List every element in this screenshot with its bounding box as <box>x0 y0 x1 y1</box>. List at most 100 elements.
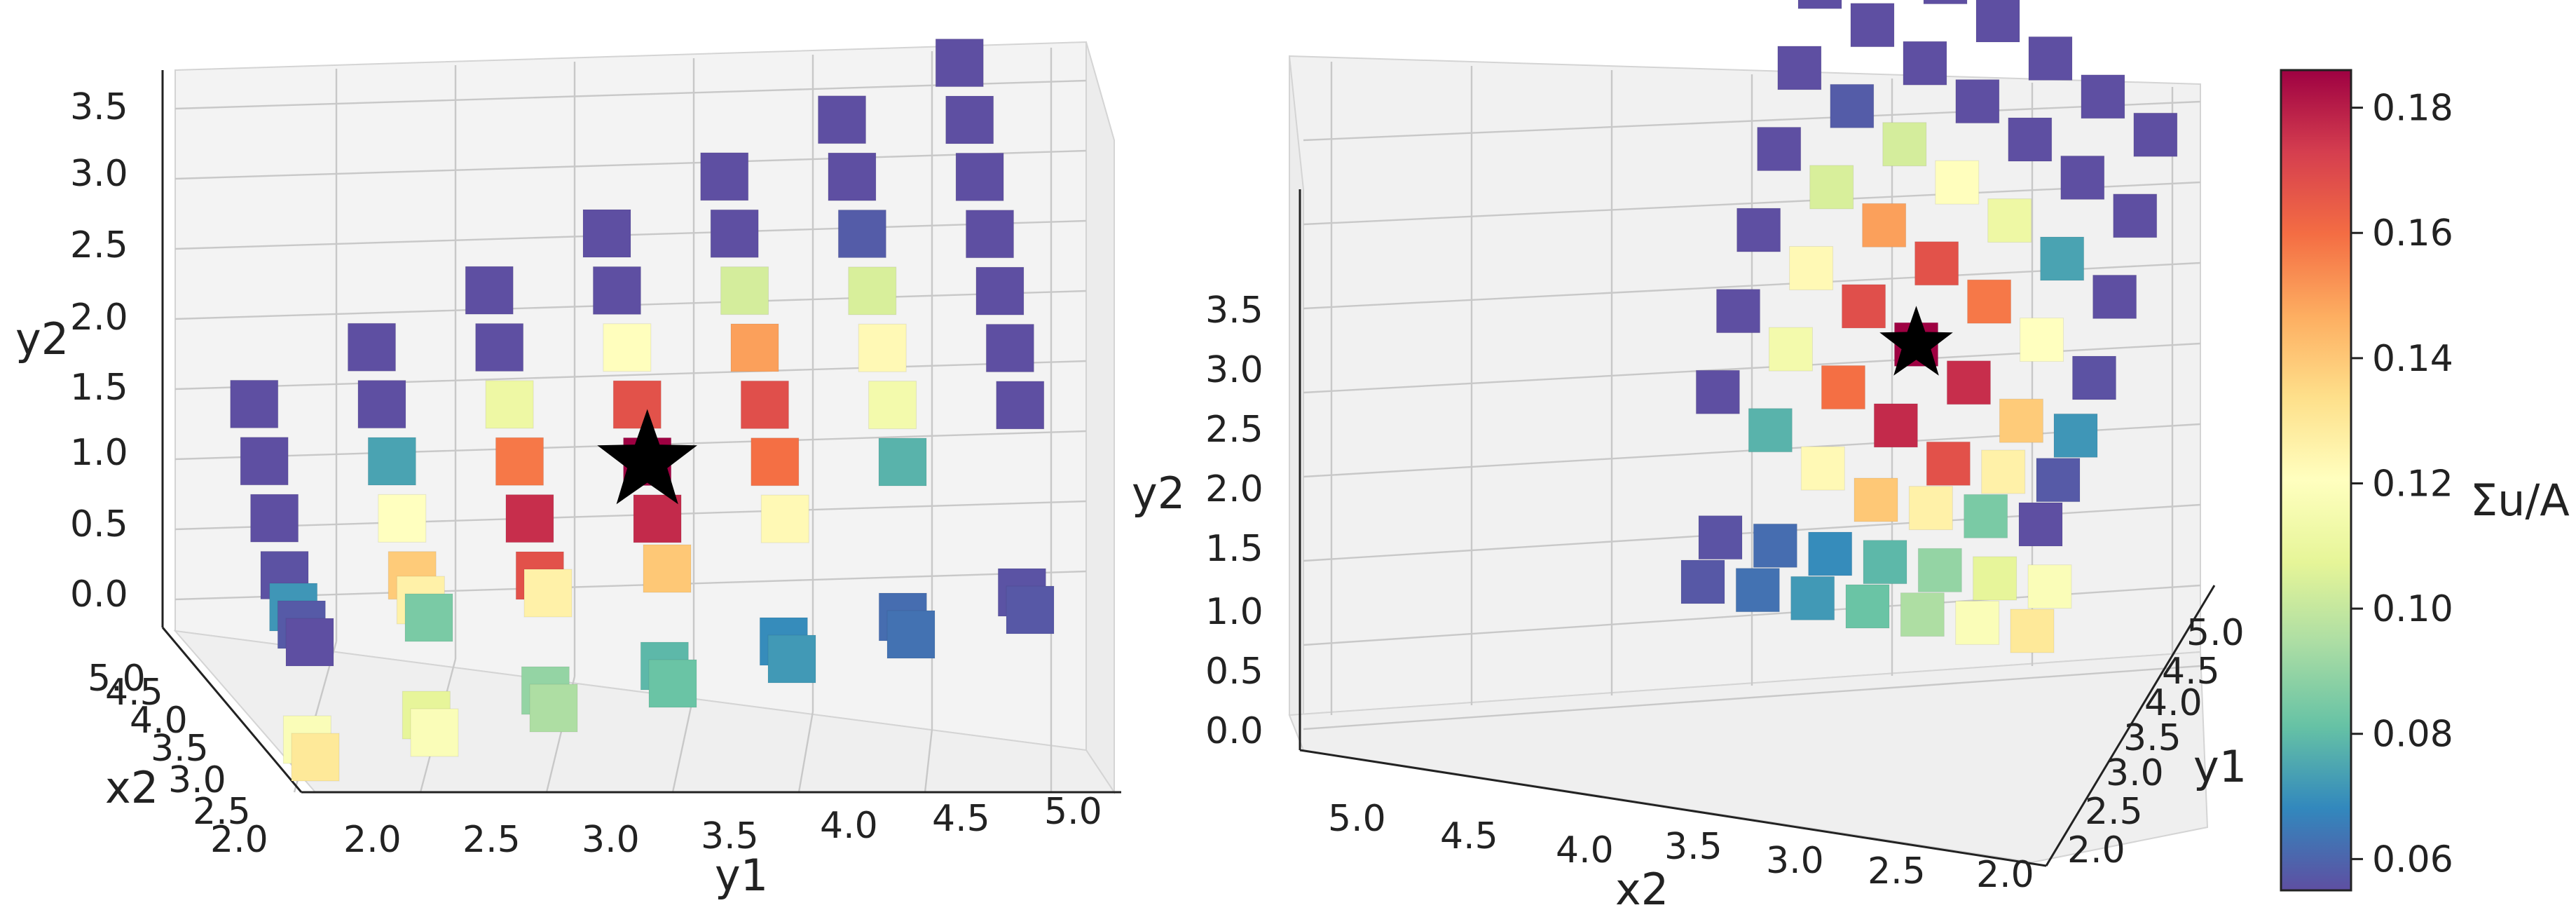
data-point-marker <box>730 323 779 372</box>
axis-tick-label: 2.5 <box>1868 850 1926 892</box>
data-point-marker <box>1006 585 1055 634</box>
data-point-marker <box>475 323 524 372</box>
axis-tick-label: 2.5 <box>2085 791 2143 833</box>
right-x2-axis-label: x2 <box>1615 864 1669 915</box>
data-point-marker <box>985 324 1034 372</box>
left-axes <box>161 70 1121 794</box>
data-point-marker <box>633 494 682 543</box>
data-point-marker <box>240 437 289 486</box>
data-point-marker <box>2018 502 2063 547</box>
data-point-marker <box>966 210 1014 259</box>
axis-tick-label: 3.0 <box>1766 840 1824 882</box>
data-point-marker <box>1845 584 1890 629</box>
data-point-marker <box>2060 155 2105 200</box>
data-point-marker <box>378 494 427 543</box>
data-point-marker <box>1987 198 2032 243</box>
grid-line <box>174 149 1087 180</box>
data-point-marker <box>1850 3 1895 48</box>
data-point-marker <box>886 610 936 659</box>
data-point-marker <box>1680 559 1725 604</box>
data-point-marker <box>1973 556 2017 601</box>
axis-tick-label: 3.0 <box>582 819 640 861</box>
axis-tick-label: 4.5 <box>105 672 163 714</box>
axis-tick-label: 2.0 <box>210 819 268 861</box>
left-side-wall <box>1085 41 1115 795</box>
data-point-marker <box>285 618 334 667</box>
data-point-marker <box>529 684 578 733</box>
data-point-marker <box>367 437 416 486</box>
data-point-marker <box>2008 117 2053 162</box>
axis-tick-label: 0.5 <box>70 503 128 545</box>
data-point-marker <box>2040 236 2085 281</box>
left-x2-axis-line <box>161 627 303 793</box>
left-optimum-star <box>597 409 697 505</box>
data-point-marker <box>2036 458 2081 503</box>
data-point-marker <box>2028 36 2073 81</box>
data-point-marker <box>1753 523 1797 568</box>
axis-tick-label: 5.0 <box>1328 798 1386 840</box>
axis-tick-label: 4.0 <box>820 805 878 847</box>
left-x2-axis-label: x2 <box>105 762 158 813</box>
left-z-axis-label: y2 <box>15 313 69 365</box>
axis-tick-label: 2.5 <box>193 791 251 833</box>
data-point-marker <box>1748 408 1793 453</box>
axis-tick-label: 0.0 <box>70 573 128 616</box>
axis-tick-label: 0.0 <box>1205 710 1263 752</box>
right-y1-tick-labels: 2.02.53.03.54.04.55.0 <box>2067 612 2245 871</box>
data-point-marker <box>1900 592 1945 637</box>
data-point-marker <box>1695 369 1740 414</box>
data-point-marker <box>828 152 877 201</box>
data-point-marker <box>1999 398 2043 443</box>
data-point-marker <box>935 39 984 88</box>
data-point-marker <box>1908 486 1953 531</box>
right-y1-axis-label: y1 <box>2193 741 2247 792</box>
data-point-marker <box>1862 203 1907 247</box>
data-point-marker <box>700 152 749 201</box>
colorbar: 0.06 0.08 0.10 0.12 0.14 0.16 0.18 Σu/A <box>2280 69 2570 892</box>
data-point-marker <box>1842 284 1886 329</box>
axis-tick-label: 0.5 <box>1205 651 1263 693</box>
data-point-marker <box>740 380 789 429</box>
data-point-marker <box>250 494 299 543</box>
data-point-marker <box>878 437 927 487</box>
axis-tick-label: 2.0 <box>343 819 402 861</box>
data-point-marker <box>2092 274 2137 319</box>
axis-tick-label: 3.5 <box>151 728 209 770</box>
axis-tick-label: 2.5 <box>70 224 128 266</box>
axis-tick-label: 2.5 <box>463 819 521 861</box>
data-point-marker <box>767 634 816 684</box>
grid-line <box>671 693 695 793</box>
right-y1-axis-line <box>2045 585 2216 867</box>
data-point-marker <box>603 323 652 372</box>
data-point-marker <box>592 266 641 315</box>
axis-tick-label: 4.5 <box>2162 651 2220 693</box>
data-point-marker <box>1903 41 1947 86</box>
data-point-marker <box>1955 79 2000 124</box>
data-point-marker <box>1830 83 1875 128</box>
right-floor <box>1288 651 2209 864</box>
data-point-marker <box>818 95 866 144</box>
data-point-marker <box>1854 477 1898 522</box>
data-point-marker <box>1797 0 1842 9</box>
data-point-marker <box>410 708 459 757</box>
axis-tick-label: 4.5 <box>1440 815 1498 857</box>
data-point-marker <box>848 266 897 315</box>
axis-tick-label: 3.5 <box>1664 826 1722 868</box>
data-point-marker <box>1917 548 1962 592</box>
axis-tick-label: 4.0 <box>1556 829 1614 871</box>
data-point-marker <box>1964 494 2008 538</box>
data-point-marker <box>1981 449 2026 494</box>
data-point-marker <box>720 266 769 315</box>
left-data-points <box>230 39 1055 782</box>
data-point-marker <box>1914 241 1959 286</box>
right-x2-axis-line <box>1299 749 2047 867</box>
axis-tick-label: 3.0 <box>2106 752 2164 794</box>
colorbar-tick-label: 0.06 <box>2372 838 2453 881</box>
data-point-marker <box>1757 127 1802 171</box>
grid-line <box>174 570 1087 601</box>
colorbar-tick-label: 0.10 <box>2372 588 2453 630</box>
data-point-marker <box>505 494 554 543</box>
data-point-marker <box>2010 609 2055 653</box>
data-point-marker <box>1967 279 2012 324</box>
